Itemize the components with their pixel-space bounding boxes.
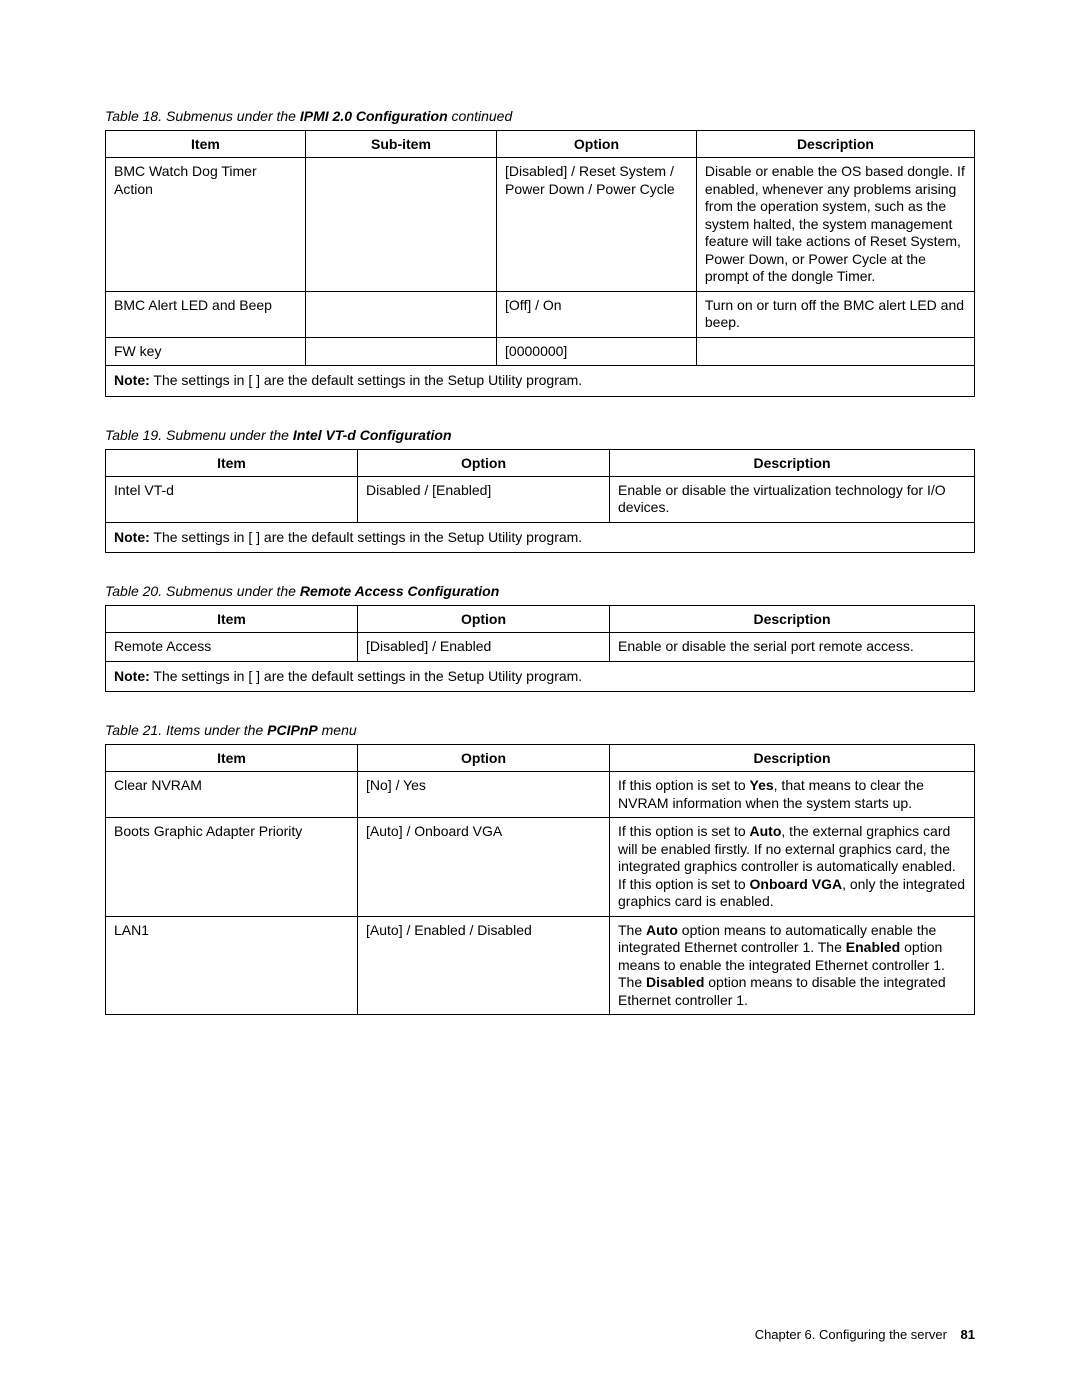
cell-item: Clear NVRAM <box>106 772 358 818</box>
table20-header-description: Description <box>610 606 975 633</box>
caption-bold: Remote Access Configuration <box>300 583 499 599</box>
table21: Item Option Description Clear NVRAM [No]… <box>105 744 975 1015</box>
caption-bold: PCIPnP <box>267 722 318 738</box>
cell-option: [Auto] / Onboard VGA <box>358 818 610 917</box>
cell-item: LAN1 <box>106 916 358 1015</box>
table18-header-item: Item <box>106 131 306 158</box>
cell-subitem <box>305 337 496 366</box>
cell-option: Disabled / [Enabled] <box>358 476 610 522</box>
cell-option: [Off] / On <box>497 291 697 337</box>
table19-header-row: Item Option Description <box>106 449 975 476</box>
cell-description <box>696 337 974 366</box>
table-row: LAN1 [Auto] / Enabled / Disabled The Aut… <box>106 916 975 1015</box>
table21-header-item: Item <box>106 745 358 772</box>
note-text: The settings in [ ] are the default sett… <box>150 668 582 684</box>
caption-bold: Intel VT-d Configuration <box>293 427 452 443</box>
cell-item: BMC Watch Dog Timer Action <box>106 158 306 292</box>
table-row: FW key [0000000] <box>106 337 975 366</box>
table19-header-item: Item <box>106 449 358 476</box>
caption-suffix: menu <box>318 722 357 738</box>
caption-prefix: Table 21. Items under the <box>105 722 267 738</box>
caption-prefix: Table 18. Submenus under the <box>105 108 300 124</box>
table20-note-row: Note: The settings in [ ] are the defaul… <box>106 661 975 692</box>
table-row: Intel VT-d Disabled / [Enabled] Enable o… <box>106 476 975 522</box>
table21-header-option: Option <box>358 745 610 772</box>
caption-prefix: Table 19. Submenu under the <box>105 427 293 443</box>
cell-description: If this option is set to Yes, that means… <box>610 772 975 818</box>
table19-note-row: Note: The settings in [ ] are the defaul… <box>106 522 975 553</box>
table-row: Boots Graphic Adapter Priority [Auto] / … <box>106 818 975 917</box>
cell-description: The Auto option means to automatically e… <box>610 916 975 1015</box>
note-cell: Note: The settings in [ ] are the defaul… <box>106 522 975 553</box>
table-row: BMC Watch Dog Timer Action [Disabled] / … <box>106 158 975 292</box>
page: Table 18. Submenus under the IPMI 2.0 Co… <box>0 0 1080 1397</box>
cell-description: If this option is set to Auto, the exter… <box>610 818 975 917</box>
cell-subitem <box>305 291 496 337</box>
cell-option: [No] / Yes <box>358 772 610 818</box>
note-text: The settings in [ ] are the default sett… <box>150 529 582 545</box>
table-row: Clear NVRAM [No] / Yes If this option is… <box>106 772 975 818</box>
note-text: The settings in [ ] are the default sett… <box>150 372 582 388</box>
table18-note-row: Note: The settings in [ ] are the defaul… <box>106 366 975 397</box>
note-bold: Note: <box>114 529 150 545</box>
table18-caption: Table 18. Submenus under the IPMI 2.0 Co… <box>105 108 975 124</box>
cell-description: Enable or disable the serial port remote… <box>610 633 975 662</box>
table18-header-subitem: Sub-item <box>305 131 496 158</box>
caption-suffix: continued <box>448 108 513 124</box>
caption-prefix: Table 20. Submenus under the <box>105 583 300 599</box>
cell-description: Turn on or turn off the BMC alert LED an… <box>696 291 974 337</box>
cell-subitem <box>305 158 496 292</box>
cell-description: Enable or disable the virtualization tec… <box>610 476 975 522</box>
note-cell: Note: The settings in [ ] are the defaul… <box>106 661 975 692</box>
table21-caption: Table 21. Items under the PCIPnP menu <box>105 722 975 738</box>
cell-option: [0000000] <box>497 337 697 366</box>
cell-item: FW key <box>106 337 306 366</box>
table21-header-description: Description <box>610 745 975 772</box>
cell-option: [Auto] / Enabled / Disabled <box>358 916 610 1015</box>
table18: Item Sub-item Option Description BMC Wat… <box>105 130 975 397</box>
table18-header-row: Item Sub-item Option Description <box>106 131 975 158</box>
table19-caption: Table 19. Submenu under the Intel VT-d C… <box>105 427 975 443</box>
cell-item: Remote Access <box>106 633 358 662</box>
note-bold: Note: <box>114 372 150 388</box>
table-row: Remote Access [Disabled] / Enabled Enabl… <box>106 633 975 662</box>
cell-option: [Disabled] / Enabled <box>358 633 610 662</box>
footer-chapter-text: Chapter 6. Configuring the server <box>755 1327 947 1342</box>
table20-header-item: Item <box>106 606 358 633</box>
table19-header-description: Description <box>610 449 975 476</box>
table18-header-option: Option <box>497 131 697 158</box>
note-cell: Note: The settings in [ ] are the defaul… <box>106 366 975 397</box>
table19: Item Option Description Intel VT-d Disab… <box>105 449 975 554</box>
note-bold: Note: <box>114 668 150 684</box>
cell-item: BMC Alert LED and Beep <box>106 291 306 337</box>
table20-header-option: Option <box>358 606 610 633</box>
table19-header-option: Option <box>358 449 610 476</box>
cell-item: Intel VT-d <box>106 476 358 522</box>
table20-caption: Table 20. Submenus under the Remote Acce… <box>105 583 975 599</box>
table21-header-row: Item Option Description <box>106 745 975 772</box>
table18-header-description: Description <box>696 131 974 158</box>
table20-header-row: Item Option Description <box>106 606 975 633</box>
cell-option: [Disabled] / Reset System / Power Down /… <box>497 158 697 292</box>
footer-page-number: 81 <box>961 1327 975 1342</box>
caption-bold: IPMI 2.0 Configuration <box>300 108 448 124</box>
table20: Item Option Description Remote Access [D… <box>105 605 975 692</box>
cell-description: Disable or enable the OS based dongle. I… <box>696 158 974 292</box>
cell-item: Boots Graphic Adapter Priority <box>106 818 358 917</box>
page-footer: Chapter 6. Configuring the server 81 <box>755 1327 975 1342</box>
table-row: BMC Alert LED and Beep [Off] / On Turn o… <box>106 291 975 337</box>
